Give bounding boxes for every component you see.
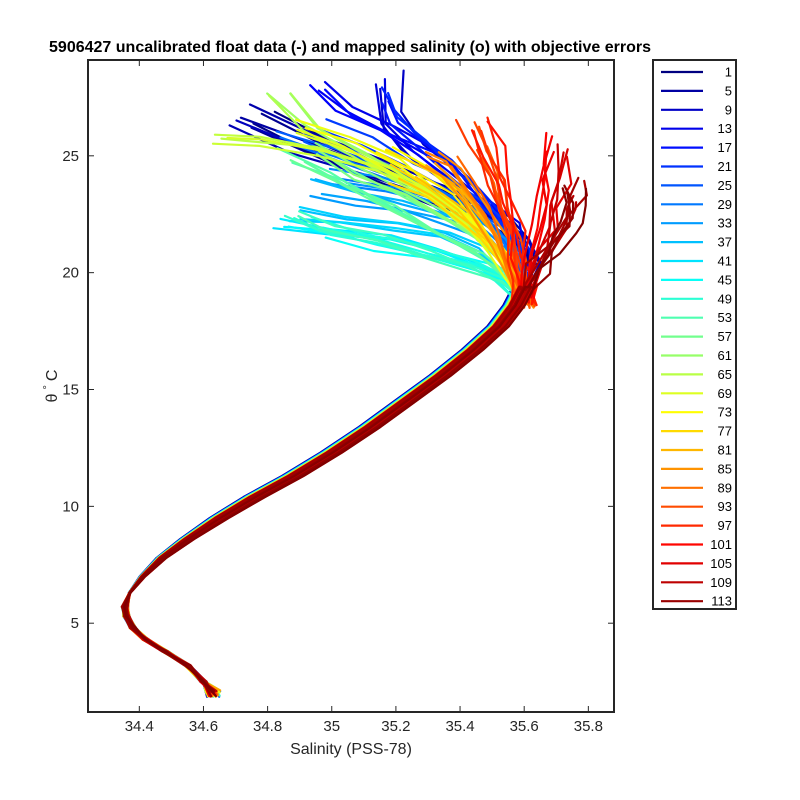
x-tick-label: 35.6: [510, 718, 539, 735]
x-tick-label: 35: [323, 718, 340, 735]
x-tick-label: 34.8: [253, 718, 282, 735]
y-tick-label: 20: [62, 265, 79, 282]
legend-label: 89: [718, 480, 732, 495]
legend-label: 57: [718, 329, 732, 344]
legend-label: 105: [710, 556, 732, 571]
legend-label: 33: [718, 216, 732, 231]
legend-label: 45: [718, 272, 732, 287]
legend-label: 97: [718, 518, 732, 533]
x-tick-label: 35.2: [381, 718, 410, 735]
legend-label: 41: [718, 254, 732, 269]
y-tick-label: 5: [71, 615, 79, 632]
legend-label: 25: [718, 178, 732, 193]
legend-label: 1: [725, 65, 732, 80]
legend-label: 109: [710, 575, 732, 590]
y-axis-label: θ ° C: [42, 370, 61, 403]
x-tick-label: 35.8: [574, 718, 603, 735]
y-axis-label-symbol: θ: [44, 393, 61, 402]
legend-label: 73: [718, 405, 732, 420]
legend-label: 53: [718, 310, 732, 325]
legend-label: 69: [718, 386, 732, 401]
y-axis-ticks: 5 10 15 20 25: [62, 148, 614, 632]
legend-label: 9: [725, 102, 732, 117]
legend-label: 17: [718, 140, 732, 155]
legend-label: 65: [718, 367, 732, 382]
legend-label: 37: [718, 235, 732, 250]
y-axis-label-unit: C: [44, 370, 61, 382]
legend-label: 61: [718, 348, 732, 363]
legend-label: 113: [711, 594, 732, 609]
legend-label: 49: [718, 291, 732, 306]
legend-label: 85: [718, 461, 732, 476]
x-tick-label: 35.4: [445, 718, 474, 735]
legend-label: 93: [718, 499, 732, 514]
x-axis-label: Salinity (PSS-78): [290, 741, 412, 758]
x-axis-ticks: 34.4 34.6 34.8 35 35.2 35.4 35.6 35.8: [125, 60, 603, 735]
legend-label: 81: [718, 443, 732, 458]
profile-line-116: [123, 187, 588, 698]
legend-label: 77: [718, 424, 732, 439]
legend: 1 5 9 13 17 21 25 29 33 37 41 45 49 53 57 61 65 69 73 77 81 8…: [652, 59, 737, 610]
profile-line-115: [122, 187, 568, 692]
legend-label: 5: [725, 83, 732, 98]
legend-label: 21: [718, 159, 732, 174]
legend-box: [652, 59, 737, 610]
legend-label: 101: [710, 537, 732, 552]
legend-label: 13: [718, 121, 732, 136]
y-tick-label: 10: [62, 498, 79, 515]
y-axis-label-degree: °: [42, 385, 54, 389]
y-tick-label: 15: [62, 382, 79, 399]
legend-label: 29: [718, 197, 732, 212]
chart-title: 5906427 uncalibrated float data (-) and …: [49, 39, 651, 56]
profile-traces: [120, 69, 588, 698]
x-tick-label: 34.6: [189, 718, 218, 735]
y-tick-label: 25: [62, 148, 79, 165]
axes-box: [87, 59, 615, 713]
x-tick-label: 34.4: [125, 718, 154, 735]
